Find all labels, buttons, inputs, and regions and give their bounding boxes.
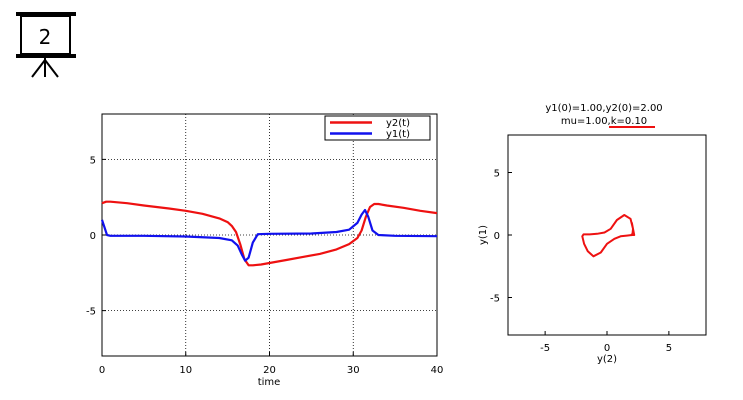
phase-x-tick-label: 5	[666, 343, 672, 354]
phase-ticks: -5 0 5 5 0 -5	[490, 169, 672, 355]
phase-x-tick-label: -5	[540, 343, 550, 354]
phase-y-tick-label: 5	[494, 169, 500, 180]
phase-x-tick-label: 0	[604, 343, 610, 354]
series-line-y2t	[101, 200, 438, 267]
legend-box	[324, 115, 431, 141]
phase-y-tick-label: 0	[494, 231, 500, 242]
y-tick-label: 5	[90, 155, 96, 166]
phase-x-axis-label: y(2)	[597, 354, 617, 365]
series-line-y1t	[100, 208, 438, 262]
slide-number-badge[interactable]: 2	[16, 12, 76, 78]
phase-portrait-chart: y1(0)=1.00,y2(0)=2.00 mu=1.00,k=0.10 -5 0…	[478, 103, 707, 365]
phase-trajectory	[581, 214, 636, 258]
legend-label-y2: y2(t)	[386, 118, 410, 129]
time-axis-label: time	[258, 377, 281, 388]
badge-stand-left	[31, 59, 46, 78]
x-tick-label: 20	[263, 365, 276, 376]
phase-title-line2: mu=1.00,k=0.10	[561, 116, 647, 127]
legend-label-y1: y1(t)	[386, 129, 410, 140]
badge-top-bar	[16, 12, 76, 16]
badge-bottom-bar	[16, 54, 76, 58]
x-tick-label: 40	[431, 365, 444, 376]
time-series-lines	[100, 200, 438, 267]
y-tick-label: -5	[86, 307, 96, 318]
slide-number: 2	[39, 25, 52, 49]
phase-title-line1: y1(0)=1.00,y2(0)=2.00	[545, 103, 662, 114]
x-tick-label: 0	[99, 365, 105, 376]
phase-y-tick-label: -5	[490, 294, 500, 305]
badge-frame	[20, 15, 71, 55]
phase-y-axis-label: y(1)	[478, 225, 489, 245]
phase-plot-frame	[507, 134, 707, 336]
y-tick-label: 0	[90, 231, 96, 242]
x-tick-label: 10	[179, 365, 192, 376]
badge-stand-right	[44, 59, 59, 78]
time-series-legend: y2(t) y1(t)	[324, 115, 431, 141]
phase-trajectory-line	[581, 214, 636, 258]
x-tick-label: 30	[347, 365, 360, 376]
